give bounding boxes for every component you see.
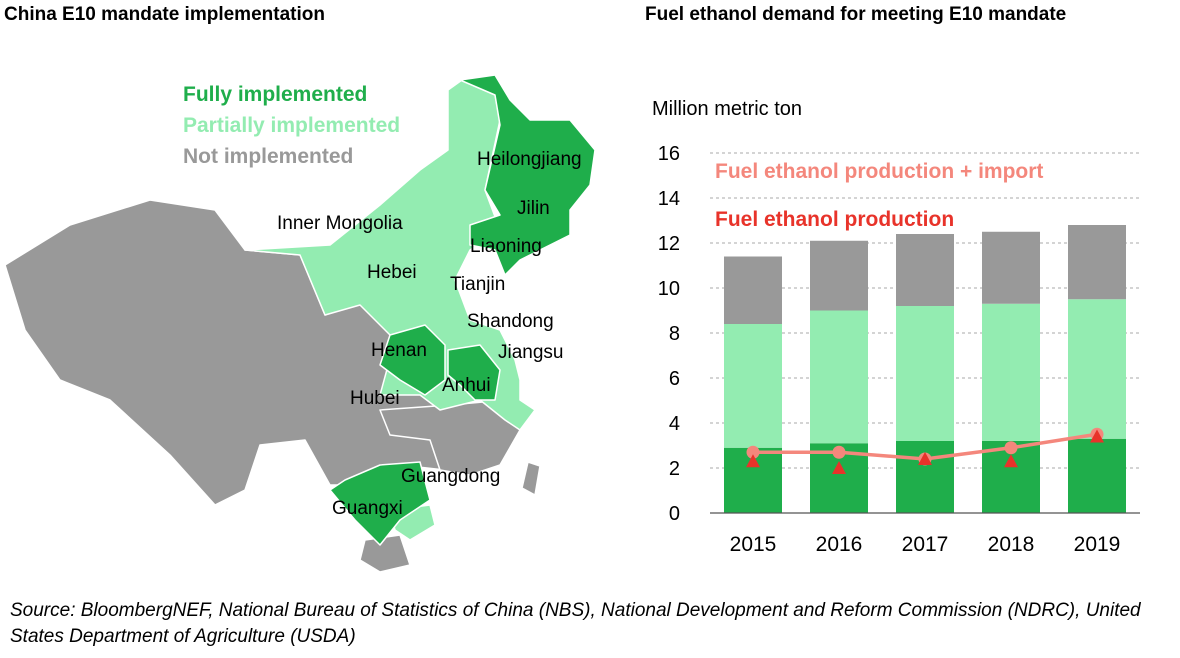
label-anhui: Anhui xyxy=(442,375,491,396)
y-tick-label: 16 xyxy=(658,143,680,165)
label-hubei: Hubei xyxy=(350,388,400,409)
label-guangxi: Guangxi xyxy=(332,498,403,519)
y-tick-label: 14 xyxy=(658,188,680,210)
label-henan: Henan xyxy=(371,340,427,361)
axes: 0 2 4 6 8 10 12 14 16 2015 2016 2017 2018 2019 xyxy=(658,143,1140,556)
source-note: Source: BloombergNEF, National Bureau of… xyxy=(10,600,1141,647)
label-liaoning: Liaoning xyxy=(470,236,542,257)
chart-title: Fuel ethanol demand for meeting E10 mand… xyxy=(645,4,1067,25)
series-point xyxy=(1004,454,1018,468)
label-jiangsu: Jiangsu xyxy=(498,342,564,363)
series-point xyxy=(1004,441,1018,455)
not-implemented-region-hainan xyxy=(359,534,411,573)
not-implemented-region-south xyxy=(379,399,521,476)
label-tianjin: Tianjin xyxy=(450,274,506,295)
x-tick-label: 2018 xyxy=(988,533,1035,556)
y-tick-label: 0 xyxy=(669,503,680,525)
bar-segment xyxy=(982,231,1040,304)
full-region-northeast xyxy=(459,74,596,276)
ethanol-chart: Million metric ton 0 2 4 6 8 10 12 14 16 2015 2016… xyxy=(652,98,1140,556)
label-inner-mongolia: Inner Mongolia xyxy=(277,213,403,234)
label-guangdong: Guangdong xyxy=(401,466,501,487)
bar-segment xyxy=(896,234,954,306)
bar-segment xyxy=(896,441,954,513)
legend-fully-implemented: Fully implemented xyxy=(183,83,368,106)
x-tick-label: 2019 xyxy=(1074,533,1121,556)
bar-segment xyxy=(724,324,782,448)
full-region-anhui xyxy=(447,344,501,401)
x-tick-label: 2017 xyxy=(902,533,949,556)
legend-not-implemented: Not implemented xyxy=(183,145,354,168)
y-tick-label: 4 xyxy=(669,413,680,435)
series-point xyxy=(1090,429,1104,443)
bar-segment xyxy=(810,310,868,444)
y-tick-label: 2 xyxy=(669,458,680,480)
y-axis-label: Million metric ton xyxy=(652,98,802,120)
bar-segment xyxy=(724,256,782,324)
bar-segment xyxy=(1068,225,1126,300)
y-tick-label: 8 xyxy=(669,323,680,345)
series-point xyxy=(832,445,846,459)
bar-segment xyxy=(810,240,868,311)
series-point xyxy=(832,461,846,474)
label-hebei: Hebei xyxy=(367,262,417,283)
y-tick-label: 12 xyxy=(658,233,680,255)
full-region-guangxi xyxy=(329,461,431,546)
y-tick-label: 10 xyxy=(658,278,680,300)
label-shandong: Shandong xyxy=(467,311,554,332)
bars xyxy=(724,225,1126,513)
x-tick-label: 2016 xyxy=(816,533,863,556)
bar-segment xyxy=(1068,438,1126,513)
label-jilin: Jilin xyxy=(517,198,550,219)
bar-segment xyxy=(896,306,954,441)
full-region-henan xyxy=(379,324,446,396)
bar-segment xyxy=(1068,299,1126,439)
lines xyxy=(746,427,1104,474)
x-tick-label: 2015 xyxy=(730,533,777,556)
china-map xyxy=(4,74,596,573)
map-title: China E10 mandate implementation xyxy=(4,4,325,25)
legend-production: Fuel ethanol production xyxy=(715,208,954,231)
partial-region-north xyxy=(244,79,536,431)
series-point xyxy=(746,445,760,459)
label-heilongjiang: Heilongjiang xyxy=(477,149,582,170)
y-tick-label: 6 xyxy=(669,368,680,390)
legend-production-import: Fuel ethanol production + import xyxy=(715,160,1043,183)
legend-partially-implemented: Partially implemented xyxy=(183,114,401,137)
bar-segment xyxy=(982,303,1040,441)
not-implemented-region-taiwan xyxy=(521,461,541,496)
series-point xyxy=(918,452,932,465)
series-point xyxy=(746,454,760,468)
